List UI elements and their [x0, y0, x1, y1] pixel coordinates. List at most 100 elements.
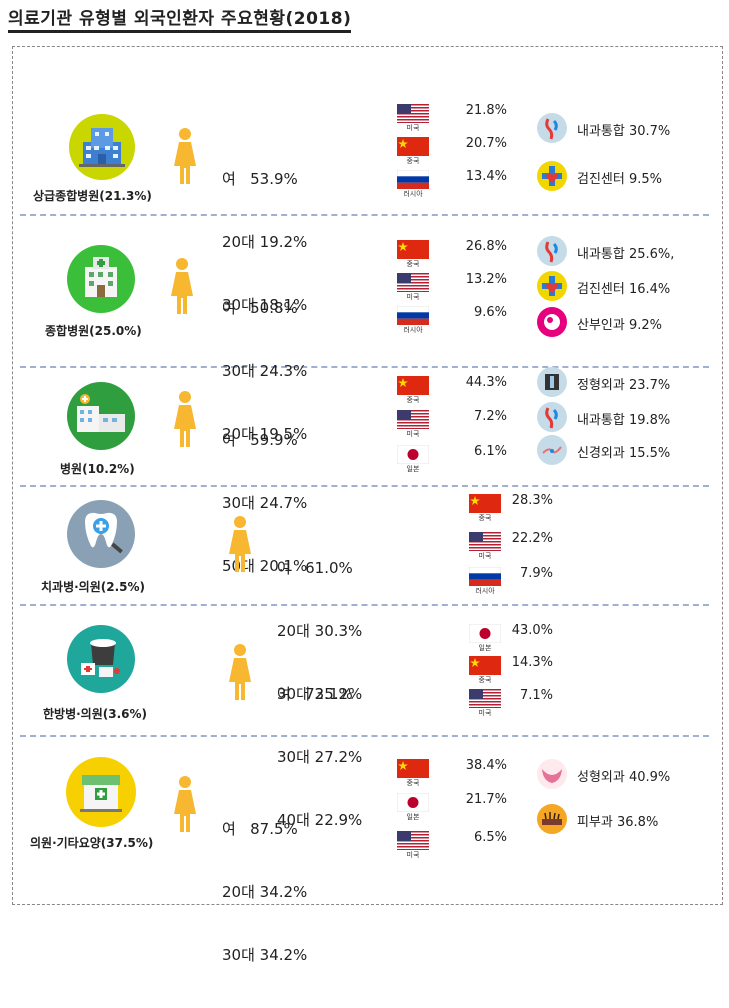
- country-row: 미국 7.2%: [397, 409, 507, 440]
- stat-line: 여 61.0%: [277, 559, 353, 577]
- country-pct: 43.0%: [511, 623, 553, 638]
- checkup-center-icon: [537, 161, 567, 191]
- us-flag-icon: [469, 532, 501, 551]
- department-label: 신경외과 15.5%: [577, 446, 671, 461]
- country-pct: 21.8%: [465, 103, 507, 118]
- demographic-stats: 여 53.9% 20대 19.2% 30대 18.1%: [222, 127, 307, 358]
- country-name: 미국: [406, 430, 420, 438]
- country-row: 미국 21.8%: [397, 103, 507, 134]
- internal-medicine-icon: [537, 236, 567, 266]
- country-pct: 7.2%: [473, 409, 507, 424]
- category-label: 의원·기타요양(37.5%): [30, 836, 154, 850]
- stat-line: 40대 22.9%: [277, 811, 363, 829]
- department-label: 내과통합 19.8%: [577, 413, 671, 428]
- country-row: 중국 14.3%: [469, 655, 579, 686]
- country-name: 중국: [478, 676, 492, 684]
- us-flag-icon: [469, 689, 501, 708]
- country-name: 미국: [406, 124, 420, 132]
- us-flag-icon: [397, 273, 429, 292]
- department-label: 피부과 36.8%: [577, 815, 659, 830]
- clinic-building-icon: [66, 757, 136, 827]
- country-name: 중국: [406, 779, 420, 787]
- section-divider: [20, 735, 709, 737]
- country-name: 중국: [478, 514, 492, 522]
- stat-line: 여 50.8%: [222, 299, 298, 317]
- cn-flag-icon: [397, 240, 429, 259]
- country-row: 일본 6.1%: [396, 444, 507, 475]
- stat-line: 30대 27.2%: [277, 748, 363, 766]
- department-label: 내과통합 25.6%,: [577, 247, 675, 262]
- country-pct: 7.9%: [519, 566, 553, 581]
- country-row: 미국 13.2%: [397, 272, 507, 303]
- department-label: 성형외과 40.9%: [577, 770, 671, 785]
- tooth-icon: [67, 500, 135, 568]
- country-pct: 14.3%: [511, 655, 553, 670]
- country-name: 일본: [478, 644, 492, 652]
- internal-medicine-icon: [537, 402, 567, 432]
- category-label: 치과병·의원(2.5%): [41, 580, 146, 594]
- us-flag-icon: [397, 410, 429, 429]
- us-flag-icon: [397, 104, 429, 123]
- country-pct: 20.7%: [465, 136, 507, 151]
- category-label: 한방병·의원(3.6%): [43, 707, 148, 721]
- demographic-stats: 여 59.9% 30대 24.7% 50대 20.1%: [222, 388, 307, 619]
- country-pct: 6.5%: [473, 830, 507, 845]
- demographic-stats: 여 50.8% 30대 24.3% 20대 19.5%: [222, 256, 307, 487]
- country-name: 중국: [406, 260, 420, 268]
- female-person-icon: [173, 128, 197, 188]
- demographic-stats: 여 87.5% 20대 34.2% 30대 34.2%: [222, 777, 307, 1008]
- stat-line: 20대 30.3%: [277, 622, 363, 640]
- country-pct: 7.1%: [519, 688, 553, 703]
- country-row: 러시아 13.4%: [396, 169, 507, 200]
- category-label: 종합병원(25.0%): [45, 324, 142, 338]
- country-row: 미국 6.5%: [397, 830, 507, 861]
- stat-line: 여 59.9%: [222, 431, 298, 449]
- country-row: 중국 44.3%: [397, 375, 507, 406]
- country-row: 중국 28.3%: [469, 493, 579, 524]
- department-label: 내과통합 30.7%: [577, 124, 671, 139]
- category-label: 상급종합병원(21.3%): [33, 189, 152, 203]
- dermatology-icon: [537, 804, 567, 834]
- country-pct: 13.4%: [465, 169, 507, 184]
- demographic-stats: 여 73.1% 30대 27.2% 40대 22.9%: [277, 642, 362, 873]
- country-row: 일본 43.0%: [468, 623, 579, 654]
- department-label: 검진센터 16.4%: [577, 282, 671, 297]
- section-divider: [20, 214, 709, 216]
- stat-line: 20대 34.2%: [222, 883, 308, 901]
- country-name: 미국: [478, 552, 492, 560]
- section-divider: [20, 366, 709, 368]
- country-row: 중국 20.7%: [397, 136, 507, 167]
- stat-line: 여 53.9%: [222, 170, 298, 188]
- country-name: 러시아: [475, 587, 495, 595]
- neurosurgery-icon: [537, 435, 567, 465]
- country-name: 일본: [406, 465, 420, 473]
- stat-line: 30대 25.2%: [277, 685, 363, 703]
- country-name: 일본: [406, 813, 420, 821]
- herbal-medicine-icon: [67, 625, 135, 693]
- country-pct: 38.4%: [465, 758, 507, 773]
- plastic-surgery-icon: [537, 759, 567, 789]
- obstetrics-icon: [537, 307, 567, 337]
- country-row: 러시아 9.6%: [396, 305, 507, 336]
- cn-flag-icon: [397, 137, 429, 156]
- section-divider: [20, 604, 709, 606]
- country-pct: 6.1%: [473, 444, 507, 459]
- content-frame: [12, 46, 723, 905]
- country-row: 중국 26.8%: [397, 239, 507, 270]
- stat-line: 30대 34.2%: [222, 946, 308, 964]
- country-name: 러시아: [403, 326, 423, 334]
- country-row: 중국 38.4%: [397, 758, 507, 789]
- orthopedics-icon: [537, 367, 567, 397]
- demographic-stats: 여 61.0% 20대 30.3% 30대 25.2%: [277, 516, 362, 747]
- country-pct: 21.7%: [465, 792, 507, 807]
- us-flag-icon: [397, 831, 429, 850]
- country-pct: 22.2%: [511, 531, 553, 546]
- country-row: 러시아 7.9%: [468, 566, 579, 597]
- stat-line: 20대 19.2%: [222, 233, 308, 251]
- ru-flag-icon: [468, 566, 502, 587]
- department-label: 검진센터 9.5%: [577, 172, 662, 187]
- country-row: 일본 21.7%: [396, 792, 507, 823]
- ru-flag-icon: [396, 169, 430, 190]
- hospital-building-icon: [69, 114, 135, 180]
- page-title: 의료기관 유형별 외국인환자 주요현황(2018): [8, 4, 352, 33]
